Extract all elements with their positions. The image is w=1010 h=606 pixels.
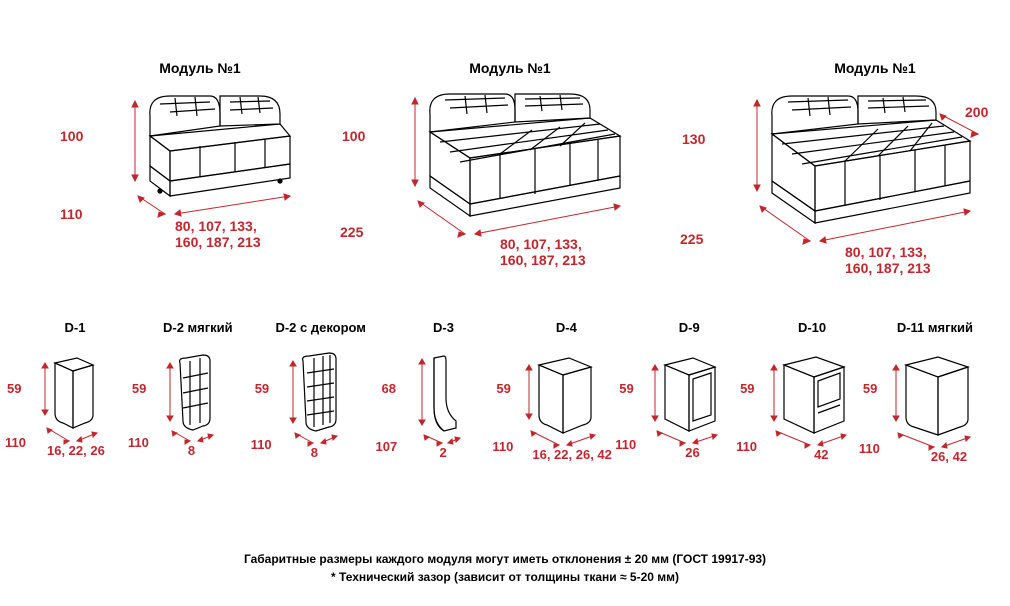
module-drawing: 100 225 80, 107, 133, 160, 187, 213 [370,86,650,261]
dim-h: 59 [740,381,754,396]
comp-title: D-2 мягкий [138,320,258,335]
dim-w: 26, 42 [931,449,967,464]
comp-d11: D-11 мягкий 59 110 26, 42 [875,320,995,458]
footnote: Габаритные размеры каждого модуля могут … [0,550,1010,586]
dim-h: 59 [255,381,269,396]
comp-title: D-3 [384,320,504,335]
dim-d: 110 [736,439,757,454]
dim-w: 26 [685,445,699,460]
dim-d: 110 [859,441,880,456]
module-drawing: 100 110 80, 107, 133, 160, 187, 213 [90,86,310,251]
dim-depth: 225 [680,231,703,247]
dim-widths: 80, 107, 133, 160, 187, 213 [845,244,931,276]
modules-row: Модуль №1 [90,60,970,271]
dim-d: 107 [376,439,398,454]
module-drawing: 130 225 80, 107, 133, 160, 187, 213 200 [710,86,1000,271]
dim-w: 8 [188,443,195,458]
comp-title: D-11 мягкий [875,320,995,335]
dim-d: 110 [128,435,149,450]
module-1: Модуль №1 [90,60,310,271]
comp-d10: D-10 59 110 42 [752,320,872,458]
module-title: Модуль №1 [370,60,650,76]
footnote-line1: Габаритные размеры каждого модуля могут … [0,550,1010,568]
comp-d9: D-9 59 110 26 [629,320,749,458]
module-title: Модуль №1 [730,60,1010,76]
dim-d: 110 [5,435,26,450]
dim-w: 16, 22, 26 [47,443,105,458]
dim-w: 16, 22, 26, 42 [532,447,612,462]
module-2: Модуль №1 [370,60,650,271]
module-title: Модуль №1 [90,60,310,76]
footnote-line2: * Технический зазор (зависит от толщины … [0,568,1010,586]
comp-d4: D-4 59 110 16, 22, 26, 42 [506,320,626,458]
dim-w: 8 [311,445,318,460]
dim-widths: 80, 107, 133, 160, 187, 213 [175,218,261,250]
dim-d: 110 [615,437,636,452]
dim-h: 59 [7,381,21,396]
dim-d: 110 [492,439,513,454]
comp-d3: D-3 68 107 2 [384,320,504,458]
comp-title: D-9 [629,320,749,335]
dim-h: 68 [382,381,396,396]
dim-h: 59 [619,381,633,396]
comp-d2-decor: D-2 с декором 59 110 8 [261,320,381,458]
dim-height: 100 [60,128,83,144]
comp-title: D-2 с декором [261,320,381,335]
dim-height: 100 [342,128,365,144]
dim-widths: 80, 107, 133, 160, 187, 213 [500,236,586,268]
comp-title: D-4 [506,320,626,335]
dim-depth: 110 [60,206,83,222]
comp-title: D-1 [15,320,135,335]
dim-sleep: 200 [965,104,988,120]
dim-w: 42 [814,447,828,462]
dim-h: 59 [496,381,510,396]
dim-d: 110 [251,437,272,452]
dim-h: 59 [132,381,146,396]
comp-title: D-10 [752,320,872,335]
comp-d2-soft: D-2 мягкий 59 110 8 [138,320,258,458]
components-row: D-1 59 110 16, 22, 26 D-2 мягкий [15,320,995,458]
dim-height: 130 [682,131,705,147]
module-3: Модуль №1 [710,60,1000,271]
comp-d1: D-1 59 110 16, 22, 26 [15,320,135,458]
dim-h: 59 [863,381,877,396]
dim-depth: 225 [340,224,363,240]
dim-w: 2 [440,445,447,460]
